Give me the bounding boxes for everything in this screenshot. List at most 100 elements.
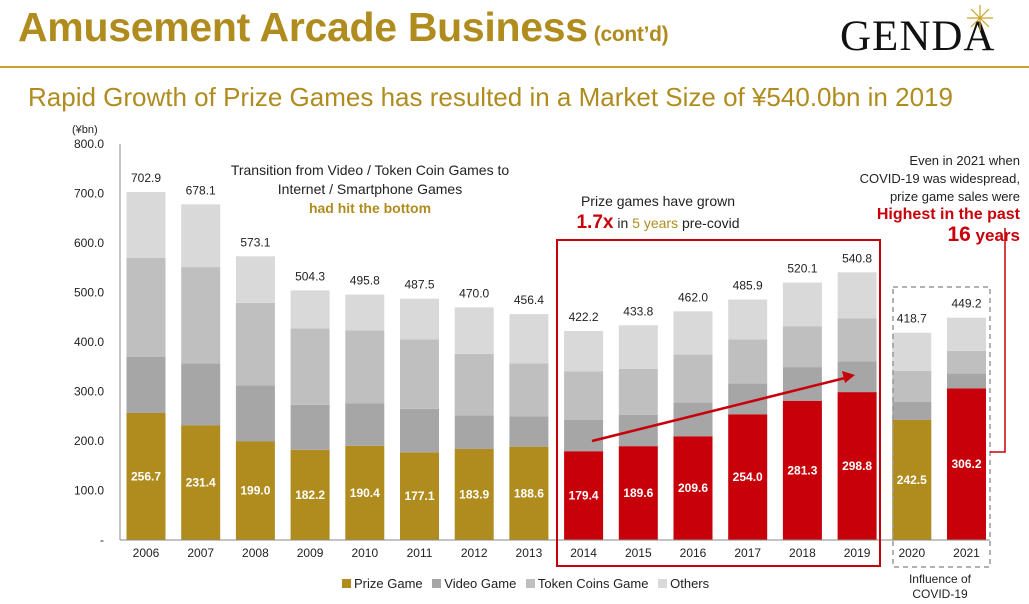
x-tick-label-2014: 2014 [570,546,597,560]
logo-sparkle-icon [967,5,993,31]
y-tick-label: 800.0 [74,137,104,151]
total-label-2015: 433.8 [623,304,653,318]
bar-segment-token-coins-game-2009 [290,328,330,405]
legend-swatch-video [432,579,442,588]
bar-segment-prize-game-2009 [290,449,330,540]
subtitle: Rapid Growth of Prize Games has resulted… [28,82,953,112]
y-tick-label: 300.0 [74,385,104,399]
bar-segment-others-2006 [126,192,166,258]
prize-value-label-2021: 306.2 [951,457,981,471]
bar-segment-prize-game-2019 [837,392,877,540]
bar-segment-token-coins-game-2012 [454,353,494,416]
bar-segment-others-2020 [892,332,932,371]
bar-segment-token-coins-game-2011 [400,339,439,409]
y-unit-label: (¥bn) [72,124,98,136]
bar-segment-prize-game-2018 [782,400,822,540]
x-tick-label-2017: 2017 [734,546,761,560]
bar-segment-video-game-2009 [290,404,330,450]
prize-value-label-2020: 242.5 [897,473,927,487]
y-tick-label: 600.0 [74,236,104,250]
x-tick-label-2018: 2018 [789,546,816,560]
bar-segment-others-2013 [509,314,549,364]
total-label-2016: 462.0 [678,290,708,304]
bar-segment-others-2007 [181,204,221,268]
bar-segment-others-2008 [235,256,275,303]
bar-segment-others-2015 [618,325,658,369]
bar-segment-token-coins-game-2014 [564,371,604,421]
x-tick-label-2019: 2019 [844,546,871,560]
prize-value-label-2018: 281.3 [787,463,817,477]
y-tick-label: 200.0 [74,434,104,448]
prize-value-label-2013: 188.6 [514,486,544,500]
bar-segment-others-2014 [564,331,604,372]
bar-segment-prize-game-2021 [947,388,986,540]
prize-value-label-2015: 189.6 [623,486,653,500]
bar-segment-video-game-2020 [892,401,932,420]
prize-value-label-2007: 231.4 [186,476,216,490]
bar-segment-video-game-2012 [454,415,494,449]
total-label-2012: 470.0 [459,286,489,300]
bar-segment-token-coins-game-2019 [837,318,877,362]
total-label-2014: 422.2 [569,310,599,324]
prize-value-label-2008: 199.0 [240,484,270,498]
bar-segment-others-2009 [290,290,330,329]
bar-segment-token-coins-game-2008 [235,302,275,386]
title-suffix: (cont’d) [593,23,669,46]
bar-segment-token-coins-game-2016 [673,354,713,403]
bar-segment-video-game-2010 [345,403,385,446]
bar-segment-prize-game-2012 [454,448,494,540]
chart-legend: Prize Game Video Game Token Coins Game O… [336,576,709,591]
covid-annotation: Even in 2021 when COVID-19 was widesprea… [859,153,1020,246]
covid-callout-line [990,228,1006,453]
header-rule [0,66,1029,68]
bar-segment-others-2017 [728,299,768,340]
bar-segment-token-coins-game-2018 [782,326,822,368]
prize-value-label-2012: 183.9 [459,487,489,501]
x-tick-label-2020: 2020 [898,546,925,560]
total-label-2010: 495.8 [350,274,380,288]
bar-segment-prize-game-2015 [618,446,658,540]
bar-segment-token-coins-game-2013 [509,363,549,417]
x-tick-label-2008: 2008 [242,546,269,560]
bar-segment-video-game-2008 [235,385,275,442]
bar-segment-video-game-2021 [947,373,986,389]
bar-segment-prize-game-2013 [509,446,549,540]
total-label-2011: 487.5 [404,278,434,292]
page-title: Amusement Arcade Business (cont’d) [18,4,669,50]
growth-highlight-box [556,239,881,567]
x-tick-label-2010: 2010 [351,546,378,560]
bar-segment-token-coins-game-2017 [728,339,768,384]
growth-annotation: Prize games have grown 1.7x in 5 years p… [576,193,740,233]
bar-segment-others-2021 [947,317,986,351]
bar-segment-others-2019 [837,272,877,319]
bar-segment-prize-game-2017 [728,414,768,540]
bar-segment-prize-game-2014 [564,451,604,540]
x-tick-label-2006: 2006 [133,546,160,560]
x-tick-label-2007: 2007 [187,546,214,560]
bar-segment-token-coins-game-2010 [345,330,385,404]
bar-segment-others-2016 [673,311,713,355]
legend-swatch-others [658,579,668,588]
bar-segment-prize-game-2016 [673,436,713,540]
total-label-2020: 418.7 [897,312,927,326]
bar-segment-token-coins-game-2021 [947,350,986,374]
bar-segment-token-coins-game-2007 [181,267,221,364]
growth-trend-arrow [591,376,846,443]
bar-segment-video-game-2018 [782,367,822,401]
bar-segment-others-2010 [345,294,385,331]
bar-segment-video-game-2007 [181,363,221,426]
y-tick-label: 500.0 [74,286,104,300]
prize-value-label-2019: 298.8 [842,459,872,473]
x-tick-label-2011: 2011 [407,546,433,560]
bar-segment-prize-game-2006 [126,412,166,540]
y-tick-label: 400.0 [74,335,104,349]
x-tick-label-2015: 2015 [625,546,652,560]
bar-segment-prize-game-2011 [400,452,439,540]
x-tick-label-2021: 2021 [953,546,980,560]
bar-segment-video-game-2014 [564,420,604,452]
x-tick-label-2009: 2009 [297,546,324,560]
prize-value-label-2017: 254.0 [733,470,763,484]
total-label-2019: 540.8 [842,251,872,265]
prize-value-label-2006: 256.7 [131,469,161,483]
total-label-2021: 449.2 [951,297,981,311]
